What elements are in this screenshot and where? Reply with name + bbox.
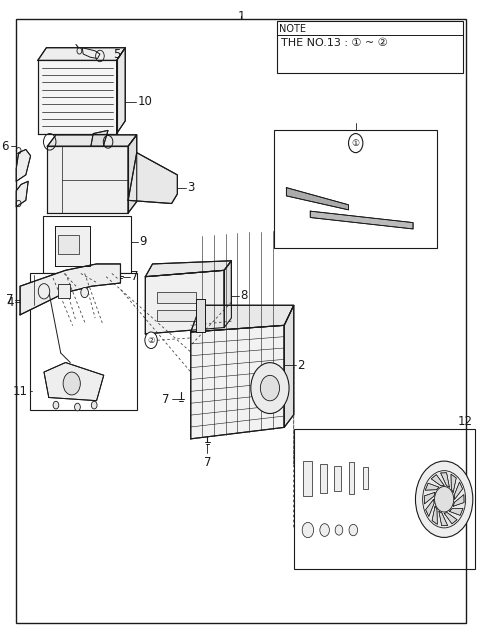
Polygon shape [453, 495, 464, 506]
Polygon shape [128, 153, 178, 204]
Bar [157, 292, 195, 303]
Circle shape [416, 461, 473, 537]
Text: 1: 1 [237, 10, 245, 22]
Bar [294, 429, 475, 569]
Polygon shape [38, 48, 125, 60]
Text: 7: 7 [162, 393, 170, 406]
Polygon shape [195, 299, 205, 332]
Polygon shape [439, 511, 448, 526]
Polygon shape [310, 211, 413, 229]
Text: ②: ② [147, 336, 155, 345]
Polygon shape [48, 146, 128, 213]
Bar [334, 466, 341, 491]
Text: 3: 3 [187, 181, 195, 194]
Polygon shape [38, 60, 117, 134]
Text: 11: 11 [12, 385, 27, 398]
Polygon shape [444, 513, 457, 524]
Polygon shape [425, 483, 439, 490]
Polygon shape [48, 135, 137, 146]
Text: 4: 4 [6, 296, 14, 308]
Text: NOTE: NOTE [279, 24, 306, 34]
Polygon shape [91, 130, 108, 146]
Circle shape [320, 523, 329, 536]
Polygon shape [424, 492, 435, 504]
Bar [43, 216, 131, 273]
Circle shape [422, 471, 466, 528]
Polygon shape [287, 188, 348, 210]
Bar [320, 464, 326, 492]
Bar [275, 130, 437, 248]
Circle shape [335, 525, 343, 535]
Bar [348, 462, 354, 494]
Polygon shape [431, 474, 444, 486]
Circle shape [91, 401, 97, 409]
Circle shape [74, 403, 80, 411]
Polygon shape [44, 363, 104, 401]
Polygon shape [426, 499, 434, 516]
Circle shape [434, 487, 454, 512]
Circle shape [302, 522, 313, 537]
Polygon shape [145, 270, 224, 334]
Circle shape [38, 284, 50, 299]
Polygon shape [117, 48, 125, 134]
Polygon shape [55, 226, 90, 266]
Text: 8: 8 [240, 289, 247, 302]
Polygon shape [449, 508, 463, 515]
Bar [303, 460, 312, 496]
Text: 12: 12 [458, 415, 473, 428]
Text: ①: ① [352, 139, 360, 148]
Polygon shape [451, 474, 456, 492]
Circle shape [348, 134, 363, 153]
Bar [58, 235, 79, 254]
Circle shape [53, 401, 59, 409]
Bar [59, 284, 70, 298]
Circle shape [81, 287, 88, 298]
Text: 9: 9 [140, 235, 147, 248]
Polygon shape [20, 264, 120, 315]
Polygon shape [128, 135, 137, 213]
Text: 5: 5 [113, 48, 120, 60]
Polygon shape [191, 305, 294, 332]
Polygon shape [16, 181, 28, 207]
Text: 6: 6 [1, 140, 9, 153]
Bar [277, 21, 463, 73]
Text: 10: 10 [138, 95, 153, 108]
Polygon shape [224, 261, 231, 328]
Polygon shape [441, 473, 449, 487]
Polygon shape [16, 149, 31, 181]
Text: 2: 2 [298, 359, 305, 372]
Circle shape [145, 332, 157, 349]
Polygon shape [191, 326, 284, 439]
Text: 7: 7 [132, 270, 139, 283]
Text: 7: 7 [204, 456, 211, 469]
Polygon shape [432, 506, 437, 524]
Polygon shape [284, 305, 294, 427]
Bar [363, 467, 368, 490]
Polygon shape [454, 482, 463, 499]
Bar [30, 273, 137, 410]
Text: THE NO.13 : ① ~ ②: THE NO.13 : ① ~ ② [281, 38, 387, 48]
Polygon shape [145, 261, 231, 277]
Bar [157, 310, 195, 321]
Circle shape [260, 375, 279, 401]
Circle shape [251, 363, 289, 413]
Circle shape [349, 524, 358, 536]
Circle shape [63, 372, 80, 395]
Text: 7: 7 [6, 293, 13, 306]
